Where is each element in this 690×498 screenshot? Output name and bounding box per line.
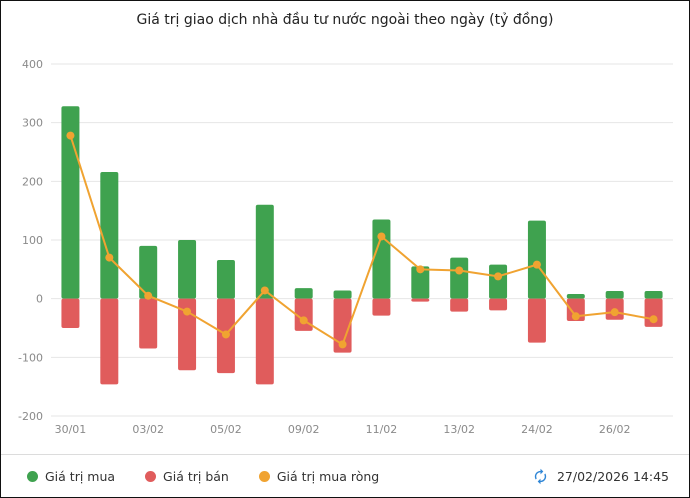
net-marker[interactable]: [532, 260, 541, 269]
net-marker[interactable]: [338, 340, 347, 349]
sell-bar[interactable]: [139, 298, 158, 349]
buy-bar[interactable]: [566, 293, 585, 299]
net-marker[interactable]: [299, 316, 308, 325]
x-axis-tick-label: 24/02: [521, 423, 553, 436]
legend-item-buy[interactable]: Giá trị mua: [27, 469, 115, 484]
sell-bar[interactable]: [255, 298, 274, 385]
net-series-dot-icon: [258, 470, 270, 482]
x-axis-tick-label: 09/02: [288, 423, 320, 436]
net-marker[interactable]: [144, 291, 153, 300]
net-marker[interactable]: [610, 308, 619, 317]
buy-bar[interactable]: [216, 259, 235, 299]
sell-bar[interactable]: [178, 298, 197, 371]
buy-bar[interactable]: [100, 171, 119, 299]
buy-bar[interactable]: [644, 291, 663, 299]
y-axis-tick-label: 0: [36, 293, 43, 306]
sell-bar[interactable]: [411, 298, 430, 302]
y-axis-tick-label: -100: [18, 351, 43, 364]
x-axis-tick-label: 30/01: [55, 423, 87, 436]
sell-bar[interactable]: [450, 298, 469, 312]
buy-bar[interactable]: [450, 257, 469, 299]
net-marker[interactable]: [183, 307, 192, 316]
buy-bar[interactable]: [61, 106, 80, 299]
chart-canvas: 400 300 200 100 0 -100 -200 30/01 03/02 05/02 09/0…: [18, 58, 673, 436]
buy-bar[interactable]: [527, 220, 546, 299]
buy-bar[interactable]: [294, 288, 313, 299]
y-axis-tick-label: -200: [18, 410, 43, 423]
footer-right: 27/02/2026 14:45: [532, 468, 669, 485]
net-marker[interactable]: [571, 312, 580, 321]
x-axis-tick-label: 13/02: [443, 423, 475, 436]
net-marker[interactable]: [105, 253, 114, 262]
buy-bar[interactable]: [605, 291, 624, 299]
sell-bar[interactable]: [333, 298, 352, 353]
buy-bar[interactable]: [372, 219, 391, 299]
sell-series-dot-icon: [145, 470, 157, 482]
sell-bar[interactable]: [372, 298, 391, 316]
net-marker[interactable]: [221, 330, 230, 339]
sell-bar[interactable]: [527, 298, 546, 343]
x-axis-tick-label: 03/02: [132, 423, 164, 436]
net-marker[interactable]: [66, 131, 75, 140]
net-marker[interactable]: [377, 232, 386, 241]
net-line: [69, 134, 655, 346]
sell-bar[interactable]: [489, 298, 508, 311]
buy-bar[interactable]: [139, 245, 158, 299]
buy-bar[interactable]: [489, 264, 508, 299]
footer: Giá trị mua Giá trị bán Giá trị mua ròng…: [1, 454, 689, 497]
x-axis-tick-label: 11/02: [366, 423, 398, 436]
y-axis-tick-label: 100: [22, 234, 43, 247]
sell-bar[interactable]: [100, 298, 119, 385]
y-axis-tick-label: 300: [22, 117, 43, 130]
buy-bar[interactable]: [333, 290, 352, 299]
buy-bar[interactable]: [255, 204, 274, 299]
x-axis-tick-label: 05/02: [210, 423, 242, 436]
timestamp: 27/02/2026 14:45: [556, 468, 669, 484]
net-marker[interactable]: [649, 315, 658, 324]
net-marker[interactable]: [494, 272, 503, 281]
sync-icon[interactable]: [532, 468, 549, 485]
legend-item-net[interactable]: Giá trị mua ròng: [258, 468, 380, 484]
buy-series-dot-icon: [27, 470, 38, 482]
chart-area: 400 300 200 100 0 -100 -200 30/01 03/02 05/02 09/0…: [1, 34, 689, 454]
sell-bar[interactable]: [61, 298, 80, 328]
buy-bar[interactable]: [411, 266, 430, 299]
legend-label-sell: Giá trị bán: [163, 468, 229, 484]
net-marker[interactable]: [416, 265, 425, 274]
chart-title: Giá trị giao dịch nhà đầu tư nước ngoài …: [136, 12, 554, 28]
legend-label-net: Giá trị mua ròng: [276, 468, 380, 484]
net-marker[interactable]: [260, 286, 269, 295]
legend: Giá trị mua Giá trị bán Giá trị mua ròng: [27, 469, 379, 484]
y-axis-tick-label: 200: [22, 175, 43, 188]
legend-item-sell[interactable]: Giá trị bán: [145, 469, 229, 484]
net-marker[interactable]: [455, 266, 464, 275]
buy-bar[interactable]: [178, 240, 197, 299]
sell-bar[interactable]: [644, 298, 663, 327]
legend-label-buy: Giá trị mua: [45, 468, 116, 484]
y-axis-tick-label: 400: [22, 58, 43, 71]
x-axis-tick-label: 26/02: [599, 423, 631, 436]
sync-icon-glyph: [534, 468, 547, 484]
